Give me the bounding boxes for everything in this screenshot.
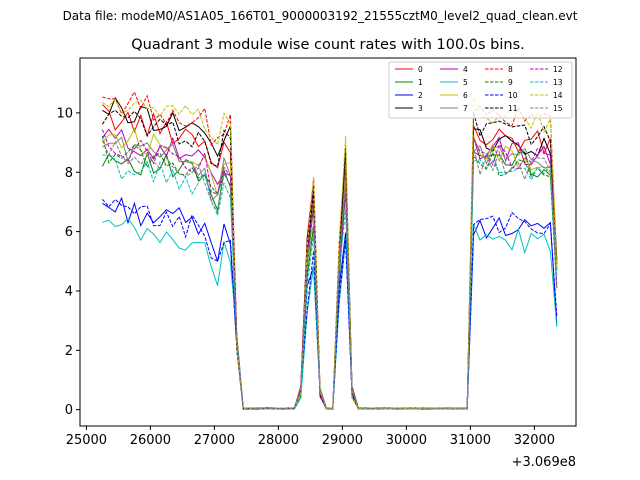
legend-label: 7 — [463, 104, 468, 113]
y-tick-label: 8 — [65, 166, 73, 181]
x-axis: 25000 26000 27000 28000 29000 30000 31000 32000 — [66, 426, 555, 448]
legend-label: 11 — [508, 104, 518, 113]
x-tick-label: 25000 — [66, 433, 107, 448]
y-tick-label: 0 — [65, 403, 73, 418]
legend-label: 6 — [463, 91, 468, 100]
x-tick-label: 31000 — [450, 433, 491, 448]
y-axis: 0 2 4 6 8 10 — [56, 106, 80, 418]
legend-label: 9 — [508, 78, 513, 87]
y-tick-label: 2 — [65, 344, 73, 359]
legend-label: 1 — [418, 78, 423, 87]
x-tick-label: 32000 — [514, 433, 555, 448]
legend-label: 15 — [553, 104, 563, 113]
legend-label: 13 — [553, 78, 563, 87]
chart-title: Quadrant 3 module wise count rates with … — [131, 37, 525, 53]
legend-box — [388, 61, 573, 119]
legend-label: 2 — [418, 91, 423, 100]
x-tick-label: 29000 — [322, 433, 363, 448]
x-tick-label: 30000 — [386, 433, 427, 448]
y-tick-label: 10 — [56, 106, 73, 121]
plot-area — [101, 90, 558, 410]
axes-frame — [79, 57, 577, 427]
suptitle: Data file: modeM0/AS1A05_166T01_90000031… — [63, 9, 578, 23]
legend-label: 3 — [418, 104, 423, 113]
legend-label: 14 — [553, 91, 563, 100]
x-tick-label: 27000 — [194, 433, 235, 448]
y-tick-label: 6 — [65, 225, 73, 240]
legend-label: 12 — [553, 65, 563, 74]
x-tick-label: 26000 — [130, 433, 171, 448]
legend-label: 10 — [508, 91, 518, 100]
x-tick-label: 28000 — [258, 433, 299, 448]
x-offset-label: +3.069e8 — [512, 455, 576, 470]
legend-label: 0 — [418, 65, 423, 74]
legend-label: 5 — [463, 78, 468, 87]
legend-label: 4 — [463, 65, 468, 74]
series-line-15 — [101, 139, 558, 410]
y-tick-label: 4 — [65, 284, 73, 299]
legend-label: 8 — [508, 65, 513, 74]
